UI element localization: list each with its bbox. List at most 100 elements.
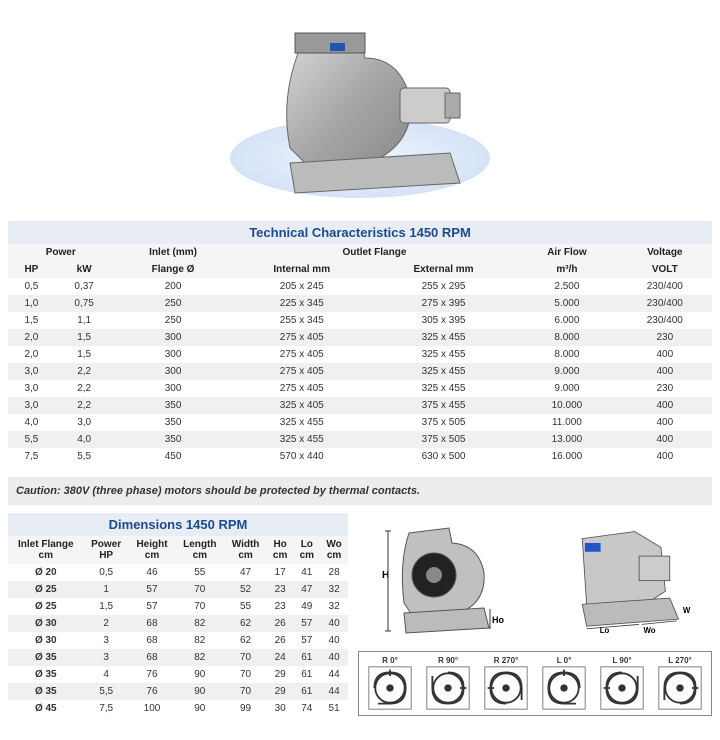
table-row: Ø 353688270246140 [8, 649, 348, 666]
tech-table: Power Inlet (mm) Outlet Flange Air Flow … [8, 244, 712, 465]
table-cell: 6.000 [516, 312, 617, 329]
table-cell: 3 [84, 649, 129, 666]
table-row: Ø 354769070296144 [8, 666, 348, 683]
table-cell: 5,5 [84, 683, 129, 700]
table-cell: 4,0 [55, 431, 114, 448]
table-cell: 68 [129, 632, 175, 649]
table-row: Ø 251,5577055234932 [8, 598, 348, 615]
table-cell: 90 [175, 700, 224, 717]
table-cell: 51 [320, 700, 348, 717]
table-cell: 70 [175, 598, 224, 615]
table-row: 1,00,75250225 x 345275 x 3955.000230/400 [8, 295, 712, 312]
table-cell: 3 [84, 632, 129, 649]
table-cell: 400 [618, 414, 712, 431]
table-cell: 3,0 [55, 414, 114, 431]
table-cell: Ø 35 [8, 683, 84, 700]
table-cell: 375 x 455 [371, 397, 516, 414]
table-cell: 57 [129, 598, 175, 615]
orientation-l90°: L 90° [599, 656, 645, 711]
table-cell: 4 [84, 666, 129, 683]
table-cell: 82 [175, 632, 224, 649]
table-cell: 4,0 [8, 414, 55, 431]
table-cell: 2 [84, 615, 129, 632]
table-row: 2,01,5300275 x 405325 x 4558.000230 [8, 329, 712, 346]
tech-group-header-row: Power Inlet (mm) Outlet Flange Air Flow … [8, 244, 712, 261]
table-cell: 2,2 [55, 397, 114, 414]
tech-col-6: VOLT [618, 261, 712, 278]
table-cell: 350 [113, 431, 232, 448]
table-cell: 70 [224, 666, 266, 683]
col-group-power: Power [8, 244, 113, 261]
table-cell: 5.000 [516, 295, 617, 312]
table-cell: 400 [618, 363, 712, 380]
table-cell: Ø 25 [8, 598, 84, 615]
table-cell: 62 [224, 632, 266, 649]
table-cell: 10.000 [516, 397, 617, 414]
table-cell: 350 [113, 397, 232, 414]
dim-col-1: Power HP [84, 536, 129, 564]
table-cell: 76 [129, 666, 175, 683]
table-row: 3,02,2300275 x 405325 x 4559.000230 [8, 380, 712, 397]
table-cell: 0,5 [8, 278, 55, 295]
dim-header-row: Inlet Flange cmPower HPHeight cmLength c… [8, 536, 348, 564]
table-cell: 47 [224, 564, 266, 581]
table-cell: 29 [267, 666, 294, 683]
dim-col-4: Width cm [224, 536, 266, 564]
table-cell: 300 [113, 363, 232, 380]
table-cell: 300 [113, 380, 232, 397]
table-row: Ø 251577052234732 [8, 581, 348, 598]
table-cell: 400 [618, 448, 712, 465]
table-cell: 26 [267, 615, 294, 632]
table-cell: 61 [293, 666, 320, 683]
table-cell: 230 [618, 329, 712, 346]
table-cell: Ø 35 [8, 666, 84, 683]
table-cell: 1 [84, 581, 129, 598]
table-cell: 300 [113, 329, 232, 346]
table-cell: 1,0 [8, 295, 55, 312]
table-cell: 24 [267, 649, 294, 666]
diagrams-panel: H Ho Lo Wo W R 0°R 90°R 270°L 0°L 90°L 2 [358, 513, 712, 717]
table-cell: Ø 30 [8, 632, 84, 649]
table-cell: 230/400 [618, 312, 712, 329]
table-row: 2,01,5300275 x 405325 x 4558.000400 [8, 346, 712, 363]
table-cell: 325 x 455 [371, 380, 516, 397]
label-Ho: Ho [492, 615, 504, 625]
table-cell: 40 [320, 632, 348, 649]
table-cell: 0,5 [84, 564, 129, 581]
col-group-voltage: Voltage [618, 244, 712, 261]
table-cell: 82 [175, 615, 224, 632]
table-cell: 82 [175, 649, 224, 666]
table-cell: 250 [113, 295, 232, 312]
table-cell: 47 [293, 581, 320, 598]
dim-col-6: Lo cm [293, 536, 320, 564]
dim-col-5: Ho cm [267, 536, 294, 564]
table-cell: 2.500 [516, 278, 617, 295]
orientation-l270°: L 270° [657, 656, 703, 711]
label-W: W [683, 606, 691, 615]
table-cell: 255 x 345 [233, 312, 371, 329]
table-cell: Ø 45 [8, 700, 84, 717]
col-group-airflow: Air Flow [516, 244, 617, 261]
table-cell: 250 [113, 312, 232, 329]
table-row: 0,50,37200205 x 245255 x 2952.500230/400 [8, 278, 712, 295]
dim-table: Inlet Flange cmPower HPHeight cmLength c… [8, 536, 348, 717]
col-group-outlet: Outlet Flange [233, 244, 517, 261]
table-row: Ø 355,5769070296144 [8, 683, 348, 700]
table-cell: 400 [618, 431, 712, 448]
table-cell: 55 [224, 598, 266, 615]
table-cell: 61 [293, 683, 320, 700]
table-row: Ø 302688262265740 [8, 615, 348, 632]
table-cell: 23 [267, 598, 294, 615]
table-cell: 9.000 [516, 363, 617, 380]
orientation-diagrams: R 0°R 90°R 270°L 0°L 90°L 270° [358, 651, 712, 716]
side-view-diagram: Lo Wo W [556, 513, 696, 643]
dim-col-0: Inlet Flange cm [8, 536, 84, 564]
dim-col-7: Wo cm [320, 536, 348, 564]
table-cell: 32 [320, 598, 348, 615]
table-row: 1,51,1250255 x 345305 x 3956.000230/400 [8, 312, 712, 329]
table-cell: 49 [293, 598, 320, 615]
table-cell: 3,0 [8, 363, 55, 380]
table-cell: 11.000 [516, 414, 617, 431]
table-cell: 44 [320, 666, 348, 683]
orientation-r270°: R 270° [483, 656, 529, 711]
